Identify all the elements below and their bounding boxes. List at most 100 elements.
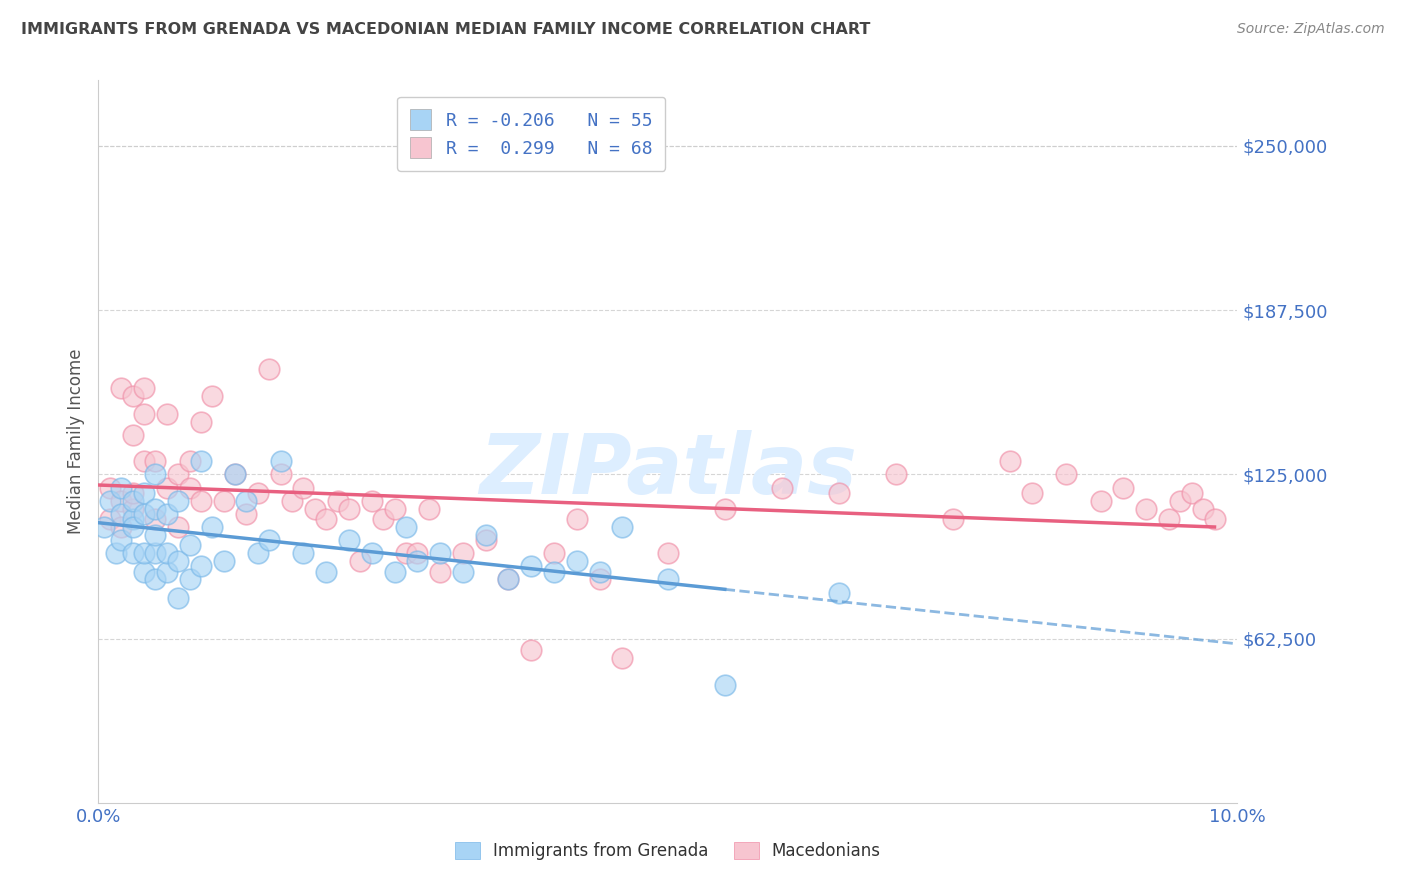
Point bbox=[1056, 467, 1078, 482]
Point bbox=[360, 546, 382, 560]
Point bbox=[145, 512, 167, 526]
Point bbox=[132, 507, 155, 521]
Point bbox=[224, 467, 246, 482]
Point bbox=[1021, 485, 1043, 500]
Point bbox=[179, 454, 201, 468]
Point bbox=[304, 501, 326, 516]
Point bbox=[145, 528, 167, 542]
Point bbox=[167, 520, 190, 534]
Point bbox=[395, 546, 418, 560]
Point bbox=[167, 493, 190, 508]
Point bbox=[373, 512, 395, 526]
Point bbox=[998, 454, 1021, 468]
Point bbox=[429, 546, 451, 560]
Point bbox=[520, 559, 543, 574]
Point bbox=[612, 520, 634, 534]
Point bbox=[384, 565, 406, 579]
Point bbox=[121, 501, 143, 516]
Point bbox=[315, 565, 337, 579]
Point bbox=[110, 493, 132, 508]
Point bbox=[179, 481, 201, 495]
Point bbox=[98, 493, 121, 508]
Point bbox=[156, 407, 179, 421]
Point bbox=[474, 528, 496, 542]
Point bbox=[281, 493, 304, 508]
Point bbox=[121, 485, 143, 500]
Point bbox=[156, 546, 179, 560]
Point bbox=[714, 501, 737, 516]
Point bbox=[156, 481, 179, 495]
Point bbox=[179, 538, 201, 552]
Point bbox=[190, 559, 212, 574]
Point bbox=[110, 533, 132, 547]
Point bbox=[406, 546, 429, 560]
Point bbox=[145, 501, 167, 516]
Point bbox=[132, 407, 155, 421]
Point bbox=[1192, 501, 1215, 516]
Point bbox=[145, 546, 167, 560]
Point bbox=[145, 573, 167, 587]
Point bbox=[145, 467, 167, 482]
Point bbox=[884, 467, 907, 482]
Point bbox=[1170, 493, 1192, 508]
Point bbox=[1181, 485, 1204, 500]
Point bbox=[121, 493, 143, 508]
Point bbox=[145, 454, 167, 468]
Point bbox=[110, 507, 132, 521]
Point bbox=[98, 481, 121, 495]
Point bbox=[360, 493, 382, 508]
Point bbox=[520, 643, 543, 657]
Point bbox=[498, 573, 520, 587]
Point bbox=[110, 481, 132, 495]
Point bbox=[770, 481, 793, 495]
Point bbox=[498, 573, 520, 587]
Legend: Immigrants from Grenada, Macedonians: Immigrants from Grenada, Macedonians bbox=[449, 835, 887, 867]
Point bbox=[190, 454, 212, 468]
Point bbox=[828, 585, 851, 599]
Point bbox=[1112, 481, 1135, 495]
Point bbox=[121, 546, 143, 560]
Point bbox=[418, 501, 440, 516]
Point bbox=[132, 565, 155, 579]
Point bbox=[1135, 501, 1157, 516]
Point bbox=[132, 454, 155, 468]
Point bbox=[451, 546, 474, 560]
Point bbox=[1090, 493, 1112, 508]
Point bbox=[384, 501, 406, 516]
Point bbox=[132, 485, 155, 500]
Y-axis label: Median Family Income: Median Family Income bbox=[66, 349, 84, 534]
Point bbox=[246, 546, 269, 560]
Point bbox=[93, 520, 115, 534]
Point bbox=[104, 546, 127, 560]
Point bbox=[828, 485, 851, 500]
Point bbox=[315, 512, 337, 526]
Point bbox=[588, 573, 610, 587]
Point bbox=[657, 546, 679, 560]
Point bbox=[292, 546, 315, 560]
Point bbox=[190, 493, 212, 508]
Point bbox=[132, 546, 155, 560]
Point bbox=[451, 565, 474, 579]
Point bbox=[235, 507, 257, 521]
Point bbox=[121, 512, 143, 526]
Point bbox=[474, 533, 496, 547]
Point bbox=[942, 512, 965, 526]
Point bbox=[201, 520, 224, 534]
Point bbox=[543, 546, 565, 560]
Point bbox=[235, 493, 257, 508]
Point bbox=[132, 381, 155, 395]
Point bbox=[429, 565, 451, 579]
Point bbox=[167, 554, 190, 568]
Point bbox=[1157, 512, 1180, 526]
Point bbox=[270, 454, 292, 468]
Point bbox=[259, 533, 281, 547]
Point bbox=[212, 493, 235, 508]
Point bbox=[121, 428, 143, 442]
Point bbox=[201, 388, 224, 402]
Point bbox=[156, 507, 179, 521]
Point bbox=[292, 481, 315, 495]
Point bbox=[337, 533, 360, 547]
Text: IMMIGRANTS FROM GRENADA VS MACEDONIAN MEDIAN FAMILY INCOME CORRELATION CHART: IMMIGRANTS FROM GRENADA VS MACEDONIAN ME… bbox=[21, 22, 870, 37]
Point bbox=[714, 677, 737, 691]
Point bbox=[121, 388, 143, 402]
